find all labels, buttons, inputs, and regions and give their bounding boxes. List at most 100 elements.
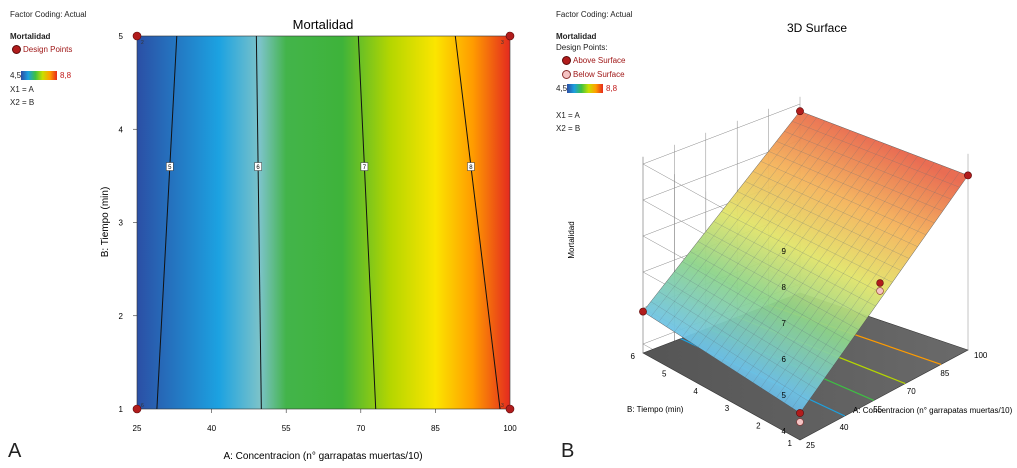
x-tick-label: 70 [356, 424, 365, 433]
z-tick-label: 4 [782, 427, 787, 436]
z-tick-label: 8 [782, 283, 787, 292]
y-tick-label: 6 [631, 352, 636, 361]
panel-b-below-label: Below Surface [573, 70, 625, 79]
y-tick-label: 5 [662, 369, 667, 378]
panel-b-x2: X2 = B [556, 124, 581, 133]
contour-x-label: A: Concentracion (n° garrapatas muertas/… [223, 451, 422, 462]
x-tick-label: 85 [940, 369, 949, 378]
design-point-label: 6 [141, 403, 144, 409]
x-tick-label: 55 [282, 424, 291, 433]
contour-label: 5 [168, 165, 172, 171]
x-tick-label: 25 [806, 441, 815, 450]
below-surface-point [876, 287, 884, 295]
z-tick-label: 6 [782, 355, 787, 364]
panel-b-design-points-label: Design Points: [556, 43, 608, 52]
x-tick-label: 100 [503, 424, 517, 433]
surface-mesh-line [689, 130, 851, 343]
surface-mesh-line [768, 151, 935, 224]
x-tick-label: 70 [907, 387, 916, 396]
panel-a-header: Factor Coding: Actual [10, 10, 87, 19]
contour-label: 7 [363, 165, 367, 171]
panel-a-letter: A [8, 440, 22, 462]
panel-a-x2: X2 = B [10, 98, 35, 107]
above-surface-point [796, 107, 804, 116]
above-surface-point [796, 409, 804, 417]
y-tick-label: 1 [788, 439, 793, 448]
surface-mesh-line [666, 120, 826, 327]
surface-z-label: Mortalidad [567, 221, 576, 258]
contour-label: 8 [469, 165, 473, 171]
contour-label-box [254, 162, 262, 171]
panel-b-header: Factor Coding: Actual [556, 10, 633, 19]
panel-b-letter: B [561, 440, 575, 462]
surface-mesh-line [784, 131, 952, 200]
contour-label-box [467, 162, 475, 171]
surface-mesh-line [737, 191, 901, 271]
z-tick-label: 7 [782, 319, 787, 328]
x-tick-label: 25 [133, 424, 142, 433]
z-tick-label: 5 [782, 391, 787, 400]
contour-title: Mortalidad [293, 17, 354, 32]
design-point-marker-icon [12, 45, 21, 54]
surface-y-label: B: Tiempo (min) [627, 405, 684, 414]
surface-mesh-line [697, 133, 859, 348]
panel-b-legend-title: Mortalidad [556, 32, 597, 41]
design-point [505, 404, 515, 414]
x-tick-label: 40 [840, 423, 849, 432]
panel-b-x1: X1 = A [556, 111, 580, 120]
y-tick-label: 3 [725, 404, 730, 413]
above-surface-marker-icon [562, 56, 571, 65]
contour-label-box [166, 162, 174, 171]
y-tick-label: 1 [119, 405, 124, 414]
panel-a-scale-min: 4,5 [10, 71, 22, 80]
x-tick-label: 100 [974, 351, 988, 360]
above-surface-point [876, 279, 884, 287]
contour-label: 6 [256, 165, 260, 171]
panel-a-legend-title: Mortalidad [10, 32, 51, 41]
panel-b-above-label: Above Surface [573, 56, 626, 65]
above-surface-point [639, 307, 647, 316]
y-tick-label: 4 [119, 125, 124, 134]
panel-b-scale-max: 8,8 [606, 84, 618, 93]
x-tick-label: 55 [873, 405, 882, 414]
design-point [132, 404, 142, 414]
contour-line-6 [255, 35, 262, 410]
surface-mesh-line [650, 114, 809, 317]
surface-mesh-line [705, 136, 868, 353]
surface-mesh-line [721, 143, 885, 363]
panel-a-design-points-label: Design Points [23, 45, 73, 54]
panel-b-scale-min: 4,5 [556, 84, 568, 93]
surface-mesh-line [682, 127, 843, 338]
surface-mesh-line [776, 141, 943, 212]
design-point [505, 31, 515, 41]
surface-mesh-line [713, 140, 876, 358]
above-surface-point [964, 171, 972, 180]
design-point [132, 31, 142, 41]
y-tick-label: 2 [756, 422, 761, 431]
surface-mesh-line [658, 117, 817, 322]
surface-mesh-line [752, 171, 918, 247]
contour-line-5 [156, 35, 178, 410]
panel-a-color-scale [21, 71, 57, 80]
design-point-label: 3 [501, 403, 504, 409]
y-tick-label: 2 [119, 312, 124, 321]
contour-line-8 [454, 35, 501, 410]
y-tick-label: 5 [119, 32, 124, 41]
y-tick-label: 4 [693, 387, 698, 396]
surface-mesh-line [744, 181, 910, 259]
contour-line-7 [357, 35, 377, 410]
contour-y-label: B: Tiempo (min) [100, 187, 111, 258]
surface-mesh-line [760, 161, 927, 235]
surface-x-label: A: Concentracion (n° garrapatas muertas/… [853, 406, 1013, 415]
surface-mesh-line [729, 201, 893, 283]
contour-label-box [360, 162, 369, 171]
design-point-label: 2 [141, 40, 144, 46]
x-tick-label: 85 [431, 424, 440, 433]
panel-b-color-scale [567, 84, 603, 93]
surface-mesh-line [792, 121, 960, 188]
below-surface-point [796, 418, 804, 426]
surface-chart: 3D Surface 4 5 6 7 8 9 1 2 3 4 5 6 25 40 55 70 85 100 Mor… [567, 21, 1013, 450]
design-point-label: 3 [501, 40, 504, 46]
z-tick-label: 9 [782, 247, 787, 256]
